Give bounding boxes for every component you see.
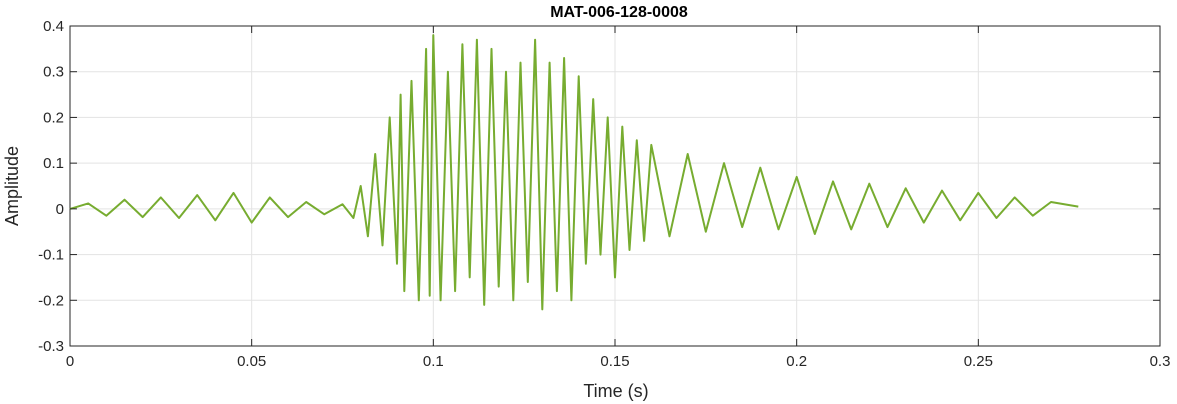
x-axis-label: Time (s)	[583, 381, 648, 401]
y-tick-label: -0.3	[38, 338, 64, 355]
x-tick-label: 0.3	[1150, 353, 1171, 370]
x-tick-label: 0.15	[600, 353, 629, 370]
grid-lines	[69, 25, 1161, 347]
y-tick-label: -0.2	[38, 292, 64, 309]
y-tick-label: -0.1	[38, 247, 64, 264]
y-axis-ticks: -0.3 -0.2 -0.1 0 0.1 0.2 0.3 0.4	[38, 18, 1160, 355]
chart-title: MAT-006-128-0008	[550, 4, 688, 21]
x-tick-label: 0.2	[786, 353, 807, 370]
y-tick-label: 0.3	[43, 64, 64, 81]
y-axis-label: Amplitude	[2, 146, 22, 226]
y-tick-label: 0.4	[43, 18, 64, 35]
x-tick-label: 0.25	[964, 353, 993, 370]
series-line-0	[69, 34, 1079, 311]
x-tick-label: 0.05	[237, 353, 266, 370]
x-tick-label: 0	[66, 353, 74, 370]
y-tick-label: 0	[56, 201, 64, 218]
series-group	[69, 34, 1079, 311]
y-tick-label: 0.1	[43, 155, 64, 172]
y-tick-label: 0.2	[43, 109, 64, 126]
x-axis-ticks: 0 0.05 0.1 0.15 0.2 0.25 0.3	[66, 26, 1171, 370]
x-tick-label: 0.1	[423, 353, 444, 370]
